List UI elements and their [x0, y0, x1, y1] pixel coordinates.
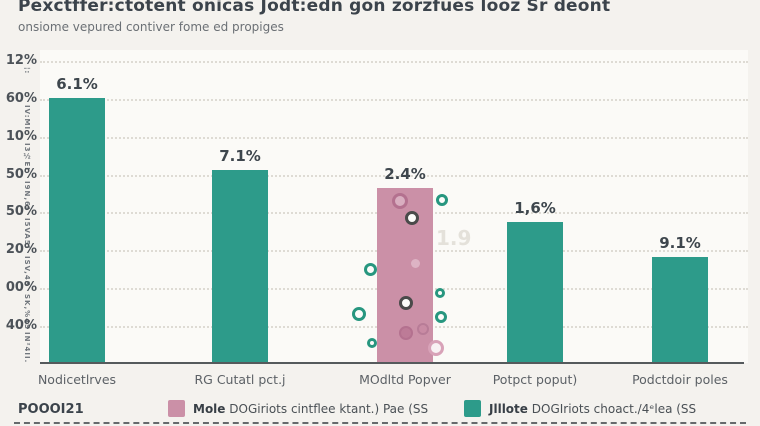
legend-item-teal[interactable]: Jlllote DOGIriots choact./4ᵉlea (SS [464, 400, 696, 417]
x-axis-label: RG Cutatl pct.j [194, 372, 286, 387]
legend-label: Jlllote DOGIriots choact./4ᵉlea (SS [489, 401, 697, 416]
legend-footer-code: POOOI21 [18, 402, 84, 417]
y-axis-tick: 00% SK,%4S [5, 280, 37, 331]
legend: POOOI21 Mole DOGiriots cintflee ktant.) … [0, 396, 760, 426]
gridline [40, 99, 748, 101]
decorative-circle [417, 323, 429, 335]
decorative-circle [399, 296, 413, 310]
bar-5[interactable] [652, 257, 708, 363]
x-axis-label: Potpct poput) [492, 372, 578, 387]
decorative-circle [428, 340, 444, 356]
bar-value-label: 9.1% [659, 234, 701, 252]
decorative-circle [392, 193, 408, 209]
x-axis-label: Nodicetlrves [37, 372, 117, 387]
gridline [40, 61, 748, 63]
decorative-circle [436, 194, 448, 206]
y-axis-tick: 20% ISV,4S [5, 242, 37, 287]
decorative-circle [367, 338, 377, 348]
decorative-circle [352, 307, 366, 321]
legend-item-pink[interactable]: Mole DOGiriots cintflee ktant.) Pae (SS [168, 400, 428, 417]
y-axis-tick: 50% I9N,6I [5, 167, 37, 211]
decorative-circle [410, 258, 420, 268]
bar-value-label: 6.1% [56, 75, 98, 93]
decorative-circle [435, 288, 445, 298]
y-axis-tick: 40% IN²4II. [5, 318, 37, 364]
y-axis-tick: 50% I5VA5I [5, 204, 37, 250]
x-axis-line [40, 362, 744, 364]
bar-1[interactable] [49, 98, 105, 363]
bar-2[interactable] [212, 170, 268, 363]
y-axis-tick: 10% I3½EI [5, 129, 37, 171]
gridline [40, 175, 748, 177]
x-axis-label: MOdltd Popver [359, 372, 451, 387]
ghost-watermark-label: 1.9 [436, 226, 472, 250]
bar-value-label: 1,6% [514, 199, 556, 217]
y-axis-tick: 12% ¦: [5, 53, 37, 75]
chart-subtitle: onsiome vepured contiver fome ed propige… [18, 20, 284, 34]
bar-4[interactable] [507, 222, 563, 363]
legend-swatch-pink [168, 400, 185, 417]
bar-value-label: 7.1% [219, 147, 261, 165]
decorative-circle [405, 211, 419, 225]
decorative-circle [363, 262, 377, 276]
y-axis-tick: 60% IV:MI [5, 91, 37, 131]
decorative-circle [435, 311, 447, 323]
chart-title: Pexctffer:ctotent onicas Jodt:edn gon zo… [18, 0, 611, 16]
legend-swatch-teal [464, 400, 481, 417]
bottom-dashed-line [14, 422, 746, 424]
bar-value-label: 2.4% [384, 165, 426, 183]
legend-label: Mole DOGiriots cintflee ktant.) Pae (SS [193, 401, 429, 416]
gridline [40, 137, 748, 139]
decorative-circle [399, 326, 413, 340]
x-axis-label: Podctdoir poles [632, 372, 728, 387]
